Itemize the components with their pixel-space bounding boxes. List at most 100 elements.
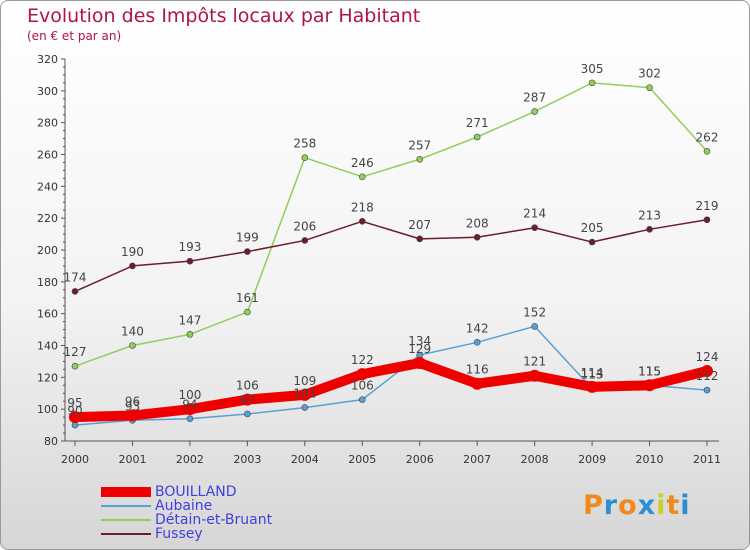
chart-subtitle: (en € et par an) xyxy=(27,29,122,43)
y-tick-label: 220 xyxy=(37,212,58,225)
data-label: 207 xyxy=(408,218,431,232)
data-label: 305 xyxy=(581,62,604,76)
data-label: 113 xyxy=(581,367,604,381)
data-label: 127 xyxy=(64,345,87,359)
data-label: 129 xyxy=(408,342,431,356)
data-label: 206 xyxy=(293,219,316,233)
data-label: 219 xyxy=(696,199,719,213)
data-label: 218 xyxy=(351,200,374,214)
data-label: 124 xyxy=(696,350,719,364)
data-label: 90 xyxy=(67,404,82,418)
data-point-d-tain-et-bruant xyxy=(186,331,194,338)
data-label: 287 xyxy=(523,91,546,105)
data-point-aubaine xyxy=(531,323,538,330)
data-label: 140 xyxy=(121,325,144,339)
y-tick-label: 320 xyxy=(37,53,58,66)
legend-label: Détain-et-Bruant xyxy=(155,512,273,528)
data-point-bouilland xyxy=(298,388,311,401)
data-label: 96 xyxy=(125,395,140,409)
data-label: 214 xyxy=(523,207,546,221)
data-label: 116 xyxy=(466,363,489,377)
data-point-bouilland xyxy=(701,364,713,377)
data-point-d-tain-et-bruant xyxy=(646,84,653,91)
legend-swatch xyxy=(101,505,151,507)
data-point-d-tain-et-bruant xyxy=(129,342,136,349)
x-tick-label: 2004 xyxy=(291,453,319,466)
logo-letter: P xyxy=(583,490,604,521)
data-point-fussey xyxy=(244,248,251,255)
data-point-fussey xyxy=(531,224,538,232)
data-point-d-tain-et-bruant xyxy=(588,79,596,87)
data-label: 121 xyxy=(523,355,546,369)
data-point-fussey xyxy=(129,262,136,270)
data-point-fussey xyxy=(646,226,653,233)
data-point-bouilland xyxy=(586,380,599,393)
data-label: 302 xyxy=(638,67,661,81)
legend-label: Fussey xyxy=(155,526,203,542)
data-point-bouilland xyxy=(471,377,484,390)
data-point-aubaine xyxy=(186,415,194,423)
data-label: 101 xyxy=(293,387,316,401)
data-point-bouilland xyxy=(643,379,656,392)
y-tick-label: 140 xyxy=(37,340,58,353)
x-tick-label: 2008 xyxy=(521,453,549,466)
x-tick-label: 2003 xyxy=(233,453,261,466)
data-point-fussey xyxy=(588,238,596,246)
y-tick-label: 260 xyxy=(37,149,58,162)
x-tick-label: 2006 xyxy=(406,453,434,466)
data-point-aubaine xyxy=(473,339,481,346)
data-label: 122 xyxy=(351,353,374,367)
data-label: 114 xyxy=(581,366,604,380)
data-label: 262 xyxy=(696,130,719,144)
data-point-fussey xyxy=(71,288,79,295)
data-label: 106 xyxy=(351,379,374,393)
data-label: 213 xyxy=(638,208,661,222)
series-line-d-tain-et-bruant xyxy=(74,82,708,367)
legend-item: Aubaine xyxy=(101,499,272,513)
data-label: 258 xyxy=(293,137,316,151)
data-point-fussey xyxy=(416,235,424,243)
legend-item: BOUILLAND xyxy=(101,485,272,499)
logo-letter: r xyxy=(603,490,619,521)
data-point-fussey xyxy=(473,233,481,241)
data-point-bouilland xyxy=(241,393,254,406)
data-label: 199 xyxy=(236,231,259,245)
data-point-d-tain-et-bruant xyxy=(301,154,309,161)
data-label: 208 xyxy=(466,216,489,230)
data-point-d-tain-et-bruant xyxy=(473,133,481,141)
data-point-bouilland xyxy=(183,403,196,416)
logo-letter: o xyxy=(618,490,638,521)
y-tick-label: 300 xyxy=(37,85,58,98)
legend-swatch xyxy=(101,519,151,521)
series-line-bouilland xyxy=(70,358,712,423)
data-label: 246 xyxy=(351,156,374,170)
data-label: 109 xyxy=(293,374,316,388)
y-tick-label: 200 xyxy=(37,244,58,257)
x-tick-label: 2000 xyxy=(61,453,89,466)
data-point-aubaine xyxy=(703,386,711,394)
data-label: 205 xyxy=(581,221,604,235)
x-tick-label: 2009 xyxy=(578,453,606,466)
data-point-bouilland xyxy=(356,368,369,381)
x-tick-label: 2005 xyxy=(348,453,376,466)
data-label: 100 xyxy=(178,388,201,402)
data-label: 257 xyxy=(408,138,431,152)
y-tick-label: 240 xyxy=(37,180,58,193)
logo-letter: x xyxy=(637,490,657,521)
data-point-fussey xyxy=(703,216,711,224)
data-label: 106 xyxy=(236,379,259,393)
data-point-bouilland xyxy=(126,409,139,422)
y-tick-label: 120 xyxy=(37,371,58,384)
data-point-d-tain-et-bruant xyxy=(703,148,711,155)
data-label: 142 xyxy=(466,321,489,335)
data-point-fussey xyxy=(358,218,366,225)
x-tick-label: 2007 xyxy=(463,453,491,466)
data-point-d-tain-et-bruant xyxy=(358,173,366,181)
data-point-fussey xyxy=(301,237,309,244)
logo-letter: i xyxy=(656,490,667,521)
y-tick-label: 160 xyxy=(37,308,58,321)
data-label: 174 xyxy=(64,270,87,284)
logo-letter: i xyxy=(680,490,691,521)
